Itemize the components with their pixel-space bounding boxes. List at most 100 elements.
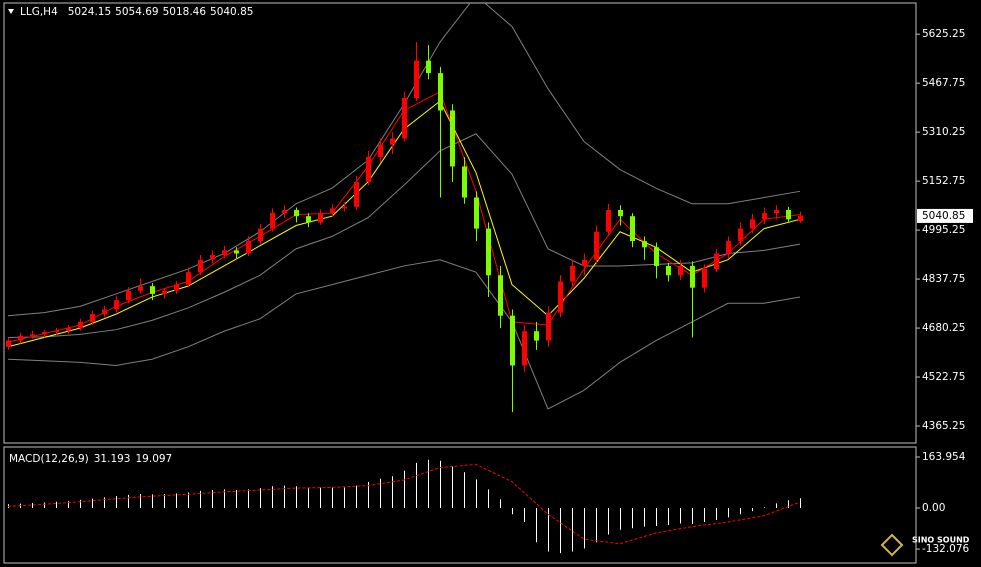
macd-panel [3,446,917,564]
candle-body [450,110,455,167]
logo [880,533,904,557]
y-tick-label: -132.076 [922,543,970,555]
candle-body [522,331,527,366]
close-value: 5040.85 [210,6,253,18]
candle-body [738,228,743,242]
candle-body [654,247,659,266]
price-box [917,208,973,223]
candle-body [606,209,611,232]
candle-body [330,208,335,214]
candle-body [186,272,191,285]
candle-body [762,213,767,220]
candle-body [354,181,359,207]
candle-body [66,328,71,331]
overlay-line [7,259,801,410]
candle-body [150,286,155,294]
candle-body [486,228,491,276]
candle-body [498,275,503,316]
candle-body [138,286,143,291]
candle-body [582,259,587,266]
candle-body [414,60,419,99]
candle-body [798,215,803,222]
y-tick-label: 5467.75 [922,77,965,89]
candle-body [18,335,23,341]
macd-value: 31.193 [94,453,131,465]
signal-value: 19.097 [136,453,173,465]
y-tick-label: 5625.25 [922,28,965,40]
y-tick-label: 163.954 [922,451,966,463]
watermark-text: SINO SOUND [912,536,970,545]
candle-body [318,213,323,223]
y-tick-label: 4995.25 [922,224,965,236]
macd-label: MACD(12,26,9) [9,453,89,465]
candle-body [462,166,467,198]
y-tick-label: 0.00 [922,502,945,514]
y-tick-label: 4522.75 [922,371,965,383]
header: LLG,H4 5024.15 5054.69 5018.46 5040.85 [20,6,253,18]
candle-body [222,250,227,256]
candle-body [546,312,551,341]
candle-body [666,265,671,276]
candle-body [366,157,371,182]
candle-body [786,209,791,220]
candle-body [474,197,479,229]
macd-plot [7,459,801,554]
candle-body [282,209,287,214]
menu-arrow[interactable] [8,9,14,14]
price-box-label: 5040.85 [922,210,965,222]
candle-body [114,300,119,310]
candle-body [30,334,35,336]
candle-body [234,250,239,254]
candle-body [690,265,695,288]
candle-body [558,281,563,313]
candle-body [54,330,59,332]
candle-body [126,290,131,301]
candle-body [426,60,431,74]
y-tick-label: 4680.25 [922,322,965,334]
candle-body [570,265,575,282]
candle-body [210,255,215,260]
candle-body [246,241,251,254]
high-value: 5054.69 [115,6,158,18]
candle-body [618,209,623,217]
candle-body [534,331,539,341]
y-tick-label: 4837.75 [922,273,965,285]
overlay-line [7,133,801,338]
candle-body [678,265,683,276]
low-value: 5018.46 [163,6,207,18]
candle-body [270,213,275,229]
y-tick-label: 5310.25 [922,126,965,138]
candle-body [78,321,83,329]
main-plot [6,3,803,413]
open-value: 5024.15 [68,6,111,18]
candle-body [774,209,779,214]
candle-body [702,269,707,288]
candle-body [42,331,47,335]
candle-body [642,241,647,248]
symbol: LLG,H4 [20,6,58,18]
main-panel [3,2,917,444]
candle-body [258,228,263,242]
candle-body [102,309,107,315]
candle-body [294,209,299,217]
signal-line [7,463,801,545]
candle-body [726,241,731,254]
candle-body [198,259,203,273]
candle-body [594,231,599,260]
y-tick-label: 5152.75 [922,175,965,187]
candle-body [306,216,311,223]
candle-body [6,340,11,347]
candle-body [162,290,167,294]
axes: 4365.25 4522.75 4680.25 4837.75 4995.25 5152.… [916,28,973,555]
candle-body [174,284,179,291]
y-tick-label: 4365.25 [922,420,965,432]
macd-header: MACD(12,26,9) 31.193 19.097 [9,453,172,465]
candle-body [390,138,395,145]
candle-body [438,73,443,111]
candle-body [630,216,635,242]
candle-body [750,219,755,229]
candle-body [90,314,95,322]
candle-body [342,206,347,209]
watermark: SINO SOUND [880,533,970,557]
